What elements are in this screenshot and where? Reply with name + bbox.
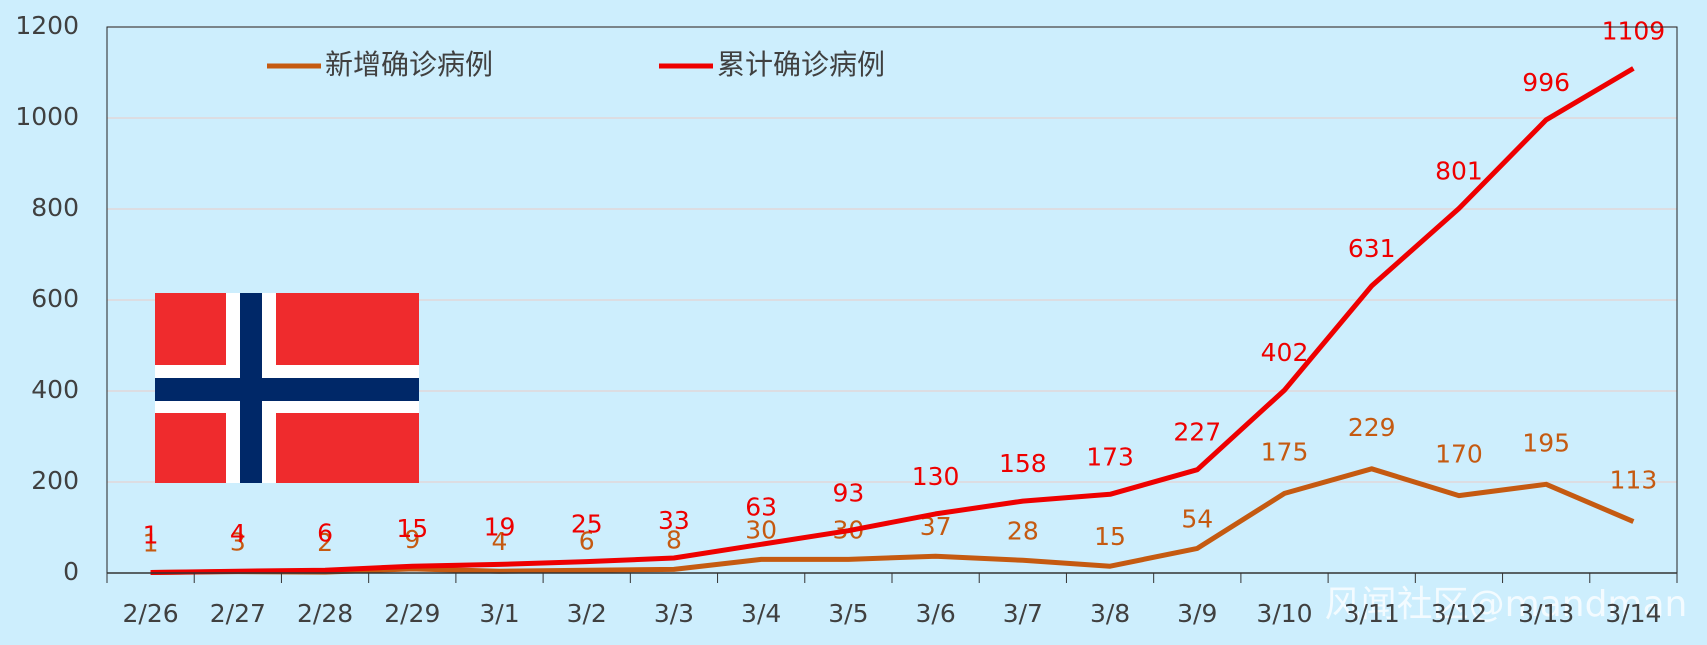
x-tick-label: 3/14 [1605, 599, 1661, 628]
y-tick-label: 1200 [15, 11, 79, 40]
data-label: 33 [658, 506, 690, 535]
data-label: 19 [484, 512, 516, 541]
x-tick-label: 3/10 [1256, 599, 1312, 628]
data-label: 28 [1007, 516, 1039, 545]
data-label: 1109 [1602, 16, 1666, 45]
series-line [150, 466, 1635, 575]
x-tick-label: 2/27 [210, 599, 266, 628]
data-label: 173 [1086, 442, 1134, 471]
x-tick-label: 3/6 [915, 599, 955, 628]
legend-label: 新增确诊病例 [325, 48, 493, 81]
legend-label: 累计确诊病例 [717, 48, 885, 81]
data-label: 801 [1435, 157, 1483, 186]
data-label: 170 [1435, 440, 1483, 469]
data-label: 8 [666, 525, 682, 554]
data-label: 3 [230, 528, 246, 557]
y-tick-label: 0 [63, 557, 79, 586]
data-label: 15 [396, 514, 428, 543]
data-label: 175 [1261, 437, 1309, 466]
data-label: 9 [404, 525, 420, 554]
x-tick-label: 3/2 [567, 599, 607, 628]
y-tick-label: 800 [31, 193, 79, 222]
x-tick-label: 3/13 [1518, 599, 1574, 628]
data-label: 2 [317, 528, 333, 557]
x-tick-label: 3/1 [479, 599, 519, 628]
x-tick-label: 2/28 [297, 599, 353, 628]
x-tick-label: 2/29 [384, 599, 440, 628]
x-tick-label: 3/12 [1431, 599, 1487, 628]
data-label: 130 [912, 462, 960, 491]
flag [155, 293, 419, 483]
data-label: 1 [143, 529, 159, 558]
data-label: 6 [579, 526, 595, 555]
x-tick-label: 3/3 [654, 599, 694, 628]
x-tick-label: 3/11 [1344, 599, 1400, 628]
data-label: 54 [1181, 504, 1213, 533]
y-tick-label: 1000 [15, 102, 79, 131]
data-label: 15 [1094, 522, 1126, 551]
data-label: 402 [1261, 338, 1309, 367]
data-label: 996 [1522, 68, 1570, 97]
x-tick-label: 3/8 [1090, 599, 1130, 628]
data-label: 4 [492, 527, 508, 556]
series-line [150, 66, 1635, 575]
y-tick-label: 600 [31, 284, 79, 313]
data-label: 6 [317, 518, 333, 547]
data-label: 195 [1522, 428, 1570, 457]
data-label: 93 [832, 479, 864, 508]
data-label: 227 [1173, 418, 1221, 447]
y-tick-label: 400 [31, 375, 79, 404]
data-label: 229 [1348, 413, 1396, 442]
data-label: 158 [999, 449, 1047, 478]
x-tick-label: 2/26 [123, 599, 179, 628]
y-tick-label: 200 [31, 466, 79, 495]
x-tick-label: 3/7 [1003, 599, 1043, 628]
data-label: 113 [1610, 466, 1658, 495]
data-label: 30 [745, 515, 777, 544]
watermark: 风闻社区@mandman [1325, 584, 1688, 625]
x-tick-label: 3/4 [741, 599, 781, 628]
data-label: 1 [143, 521, 159, 550]
data-label: 4 [230, 519, 246, 548]
x-tick-label: 3/9 [1177, 599, 1217, 628]
data-label: 25 [571, 510, 603, 539]
data-label: 631 [1348, 234, 1396, 263]
data-label: 63 [745, 492, 777, 521]
x-tick-label: 3/5 [828, 599, 868, 628]
